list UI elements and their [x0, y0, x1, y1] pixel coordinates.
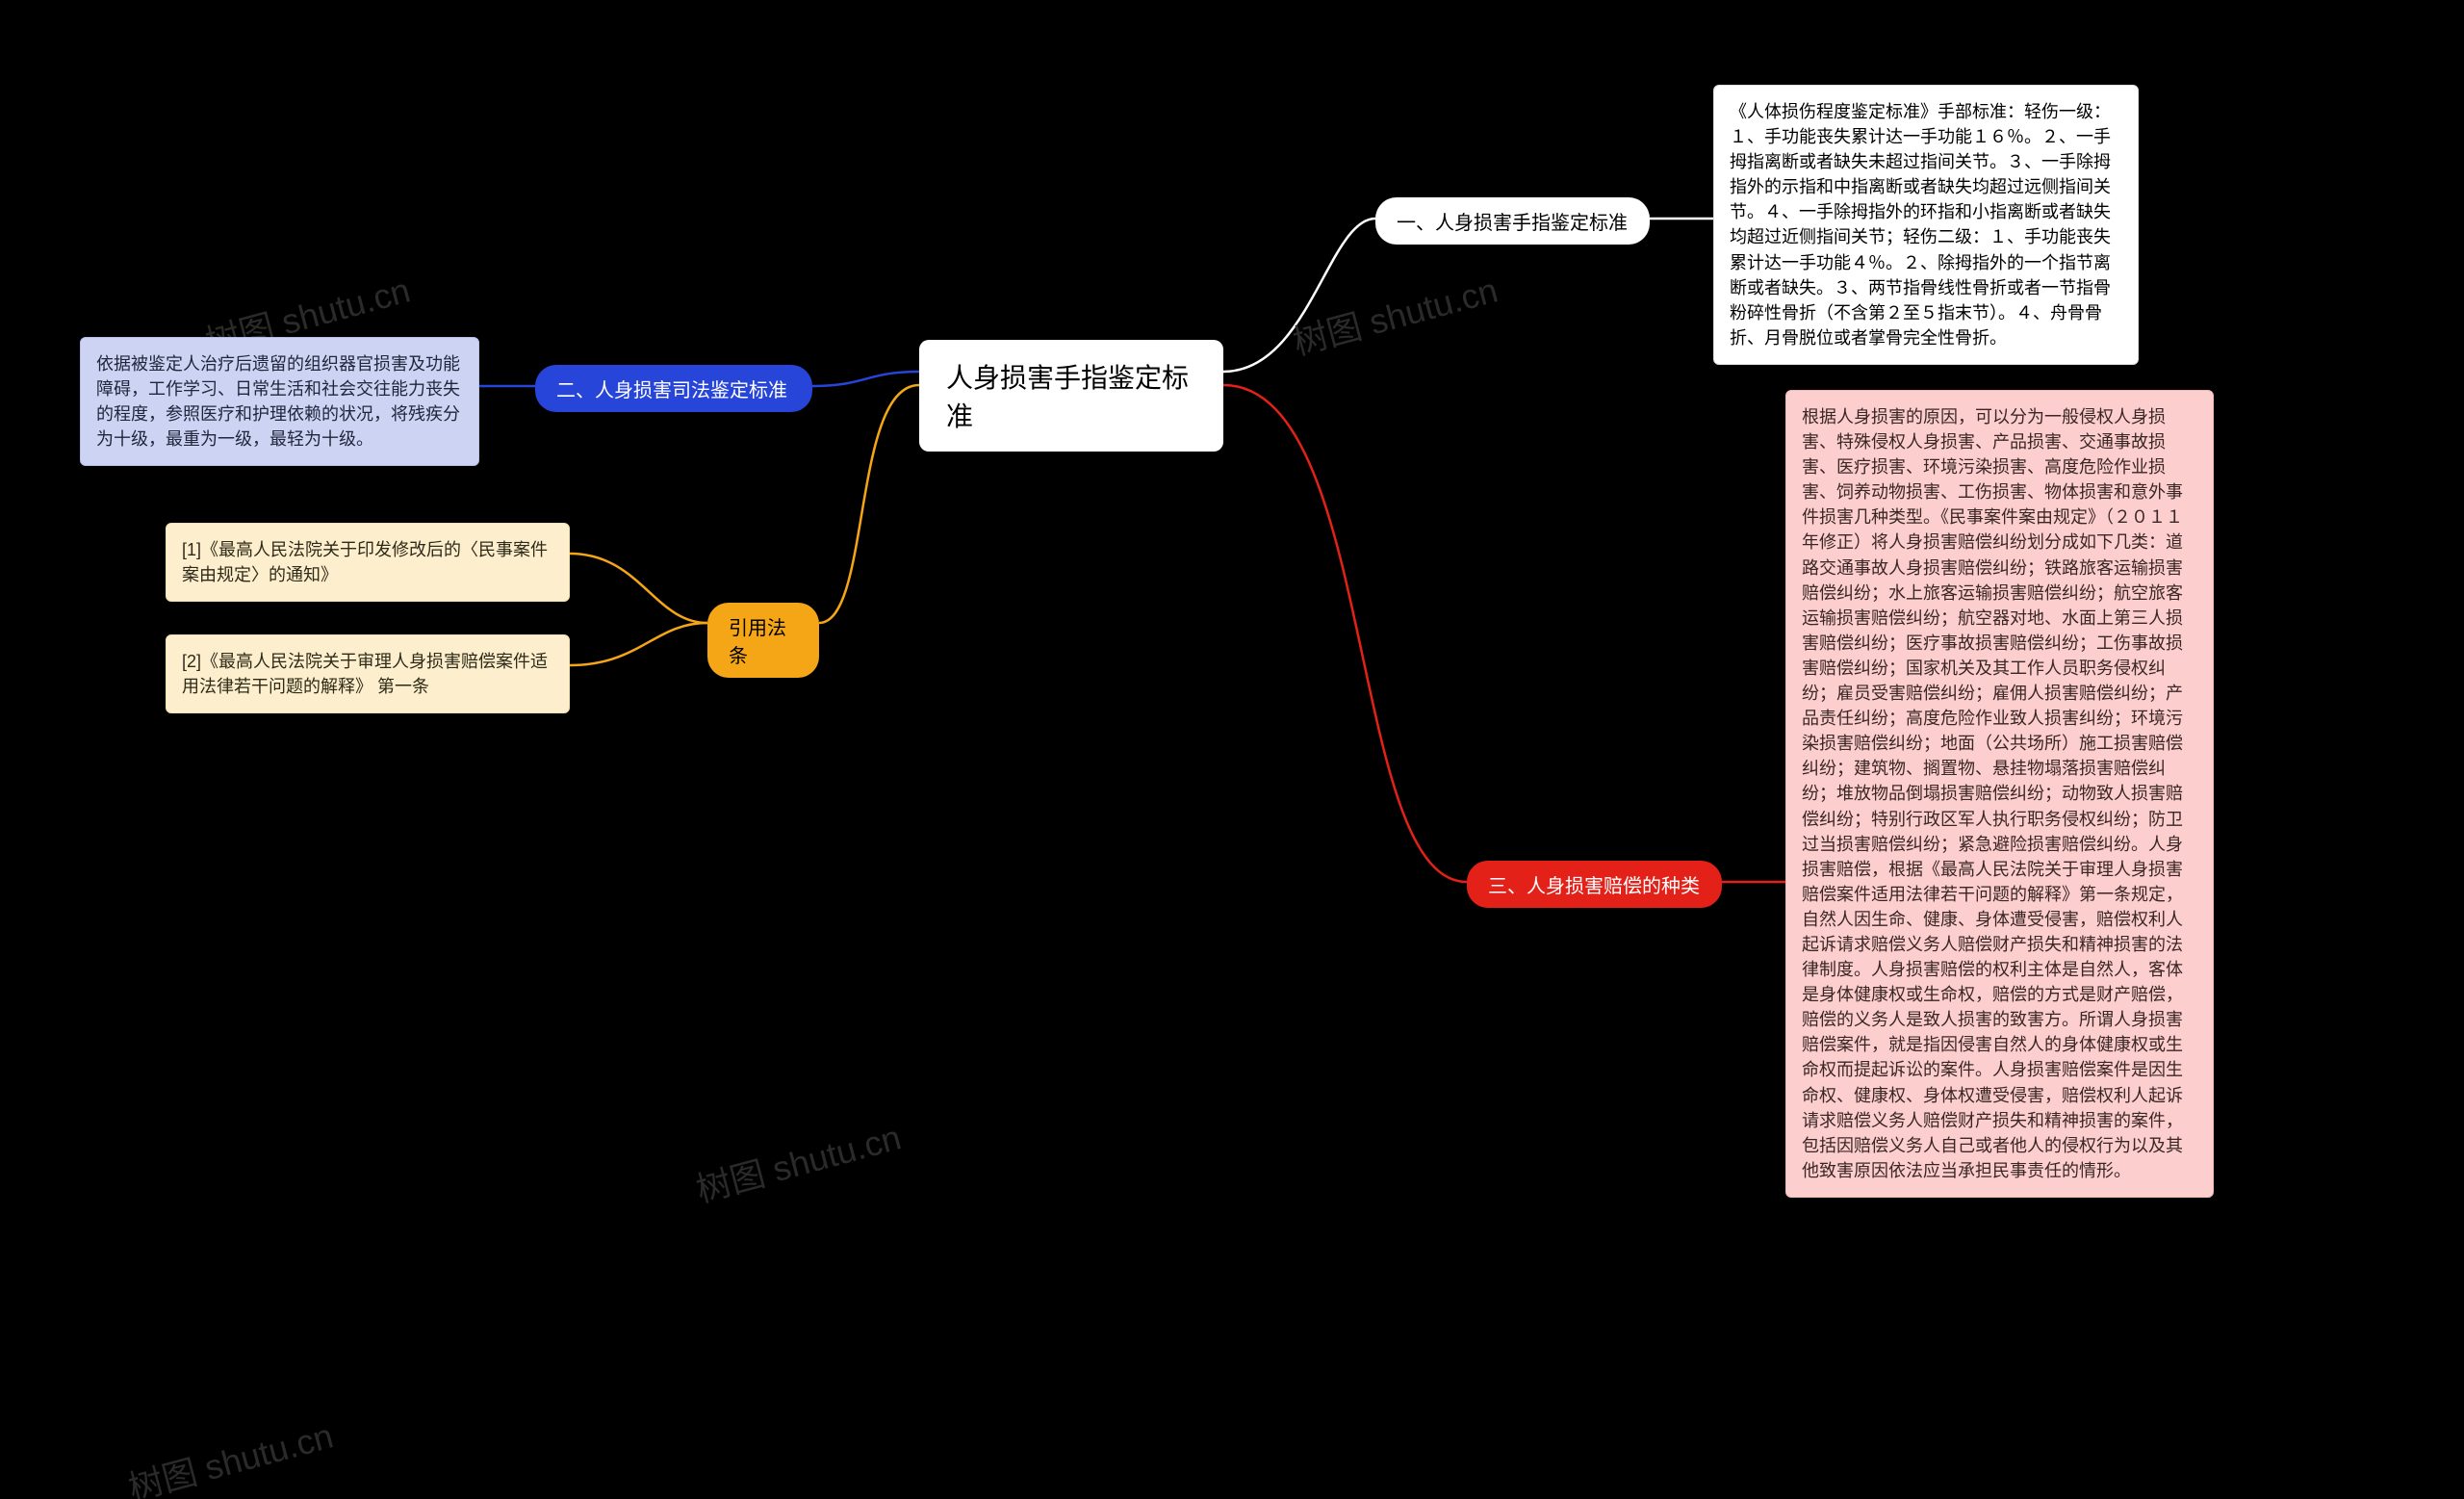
leaf-node-b4-0: 根据人身损害的原因，可以分为一般侵权人身损害、特殊侵权人身损害、产品损害、交通事…	[1785, 390, 2214, 1198]
edge	[812, 372, 919, 386]
edge	[570, 554, 707, 623]
leaf-node-b3-0: [1]《最高人民法院关于印发修改后的〈民事案件案由规定〉的通知》	[166, 523, 570, 602]
branch-label: 一、人身损害手指鉴定标准	[1397, 213, 1628, 234]
watermark-text: 树图 shutu.cn	[1287, 263, 1502, 366]
branch-label: 引用法条	[729, 618, 786, 667]
branch-node-b2: 二、人身损害司法鉴定标准	[535, 365, 812, 412]
edge	[1223, 219, 1375, 372]
watermark-text: 树图 shutu.cn	[690, 1110, 906, 1213]
edge	[1223, 385, 1467, 882]
watermark-text: 树图 shutu.cn	[122, 1409, 338, 1499]
leaf-node-b2-0: 依据被鉴定人治疗后遗留的组织器官损害及功能障碍，工作学习、日常生活和社会交往能力…	[80, 337, 479, 466]
branch-label: 二、人身损害司法鉴定标准	[556, 380, 787, 401]
root-node: 人身损害手指鉴定标准	[919, 340, 1223, 452]
branch-node-b3: 引用法条	[707, 603, 819, 678]
edge	[570, 623, 707, 665]
leaf-node-b1-0: 《人体损伤程度鉴定标准》手部标准：轻伤一级：１、手功能丧失累计达一手功能１６％。…	[1713, 85, 2139, 365]
branch-label: 三、人身损害赔偿的种类	[1488, 876, 1700, 897]
root-label: 人身损害手指鉴定标准	[946, 363, 1189, 431]
branch-node-b4: 三、人身损害赔偿的种类	[1467, 861, 1722, 908]
branch-node-b1: 一、人身损害手指鉴定标准	[1375, 197, 1650, 245]
leaf-node-b3-1: [2]《最高人民法院关于审理人身损害赔偿案件适用法律若干问题的解释》 第一条	[166, 634, 570, 713]
edge	[819, 385, 919, 623]
